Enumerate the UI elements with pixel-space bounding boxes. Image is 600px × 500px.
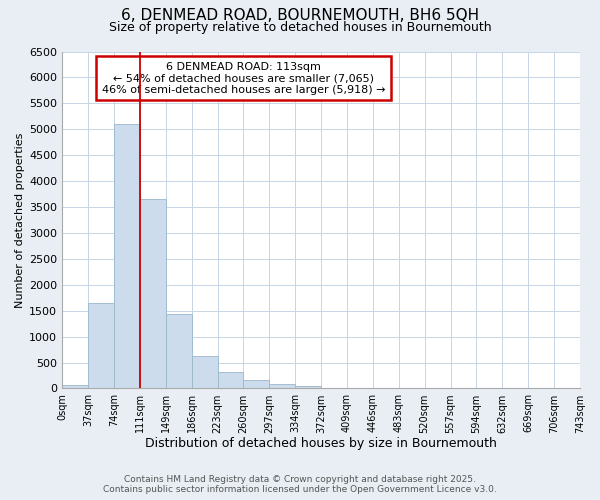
Bar (114, 124, 140, 388)
Text: Contains HM Land Registry data © Crown copyright and database right 2025.
Contai: Contains HM Land Registry data © Crown c… (103, 474, 497, 494)
Bar (140, 199, 166, 388)
Text: 6 DENMEAD ROAD: 113sqm
← 54% of detached houses are smaller (7,065)
46% of semi-: 6 DENMEAD ROAD: 113sqm ← 54% of detached… (101, 62, 385, 95)
Bar (244, 380, 269, 388)
Bar (269, 384, 295, 388)
X-axis label: Distribution of detached houses by size in Bournemouth: Distribution of detached houses by size … (145, 437, 497, 450)
Text: 6, DENMEAD ROAD, BOURNEMOUTH, BH6 5QH: 6, DENMEAD ROAD, BOURNEMOUTH, BH6 5QH (121, 8, 479, 22)
Bar (62, 384, 88, 388)
Text: Size of property relative to detached houses in Bournemouth: Size of property relative to detached ho… (109, 21, 491, 34)
Bar (191, 356, 218, 388)
Y-axis label: Number of detached properties: Number of detached properties (15, 132, 25, 308)
Bar (166, 314, 191, 388)
Bar (295, 386, 321, 388)
Bar (218, 372, 244, 388)
Bar (88, 303, 114, 388)
